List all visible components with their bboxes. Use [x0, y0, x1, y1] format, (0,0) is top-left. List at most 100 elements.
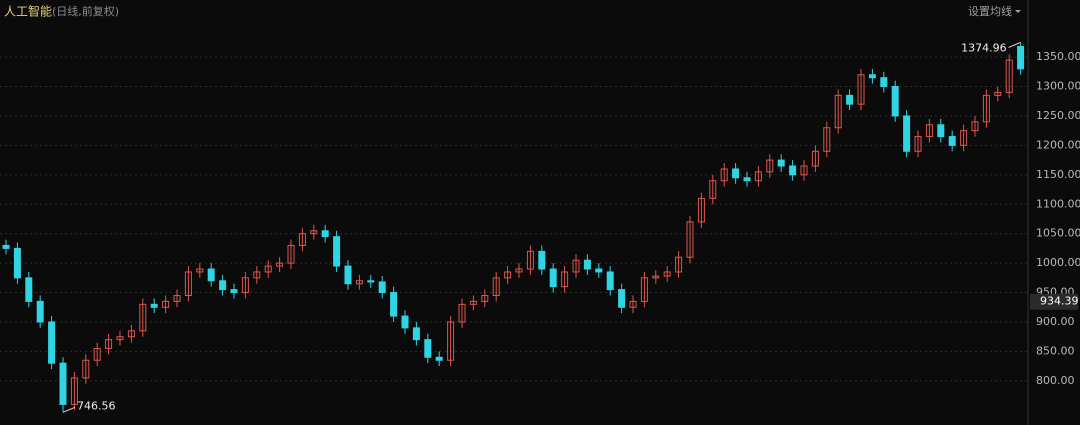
candle-body	[390, 292, 398, 317]
candle-body	[492, 277, 500, 296]
candle-body	[572, 259, 580, 273]
dropdown-icon[interactable]	[1015, 10, 1021, 13]
candle-body	[834, 94, 842, 129]
candle-body	[253, 271, 261, 279]
candle-body	[652, 275, 660, 279]
candle-body	[754, 171, 762, 182]
y-tick-label: 900.00	[1036, 315, 1075, 328]
chart-title: 人工智能	[4, 4, 52, 19]
candle-body	[276, 262, 284, 267]
y-tick-label: 1000.00	[1036, 256, 1080, 269]
candle-body	[355, 280, 363, 285]
candle-body	[960, 130, 968, 146]
candle-body	[344, 265, 352, 285]
candle-body	[48, 321, 56, 364]
max-annotation: 1374.96	[961, 41, 1007, 54]
y-tick-label: 1250.00	[1036, 109, 1080, 122]
candle-body	[504, 271, 512, 279]
candle-body	[606, 271, 614, 291]
candle-body	[25, 277, 33, 302]
candle-body	[1017, 46, 1025, 70]
candle-body	[823, 127, 831, 152]
candle-body	[173, 294, 181, 302]
candle-body	[367, 280, 375, 283]
candle-body	[811, 150, 819, 167]
candle-body	[720, 168, 728, 182]
candle-body	[800, 165, 808, 176]
candle-body	[675, 256, 683, 273]
candle-body	[880, 77, 888, 88]
y-tick-label: 1050.00	[1036, 227, 1080, 240]
price-marker-label: 934.39	[1040, 295, 1079, 308]
candle-body	[515, 268, 523, 273]
ma-settings-button[interactable]: 设置均线	[968, 4, 1012, 18]
candle-body	[287, 244, 295, 264]
candle-body	[732, 168, 740, 179]
candle-body	[435, 356, 443, 361]
min-annotation: 746.56	[77, 399, 116, 412]
candle-body	[868, 74, 876, 79]
candle-body	[743, 177, 751, 182]
y-tick-label: 1300.00	[1036, 80, 1080, 93]
candle-body	[925, 124, 933, 138]
candle-body	[139, 303, 147, 332]
candle-body	[937, 124, 945, 138]
candle-body	[777, 159, 785, 167]
candle-body	[401, 315, 409, 329]
candle-body	[561, 271, 569, 288]
candle-body	[846, 94, 854, 105]
candle-body	[127, 330, 135, 338]
y-tick-label: 1200.00	[1036, 138, 1080, 151]
candle-body	[36, 300, 44, 323]
candle-body	[184, 271, 192, 296]
candle-body	[766, 159, 774, 173]
candle-body	[481, 294, 489, 302]
candle-body	[971, 121, 979, 132]
chart-subtitle: (日线,前复权)	[52, 4, 119, 18]
candle-body	[207, 268, 215, 282]
candle-body	[424, 339, 432, 358]
y-tick-label: 1150.00	[1036, 168, 1080, 181]
candle-body	[447, 321, 455, 361]
candle-body	[59, 362, 67, 405]
candle-body	[914, 136, 922, 152]
candle-body	[526, 250, 534, 270]
candle-body	[219, 280, 227, 291]
candle-body	[241, 277, 249, 294]
candle-body	[982, 94, 990, 123]
candle-body	[150, 303, 158, 308]
candle-body	[629, 300, 637, 308]
candle-body	[618, 289, 626, 308]
candle-body	[264, 265, 272, 273]
candle-body	[82, 359, 90, 379]
candle-body	[538, 250, 546, 270]
candle-body	[321, 230, 329, 238]
candle-body	[333, 236, 341, 267]
candle-body	[378, 281, 386, 294]
candle-body	[1005, 59, 1013, 93]
candle-body	[549, 268, 557, 288]
candle-body	[116, 336, 124, 341]
candle-body	[903, 115, 911, 152]
candle-body	[412, 327, 420, 341]
candle-body	[230, 289, 238, 294]
candle-body	[70, 377, 78, 405]
candle-body	[458, 303, 466, 323]
candle-body	[697, 197, 705, 223]
candle-body	[686, 221, 694, 258]
candle-body	[469, 300, 477, 305]
y-tick-label: 1350.00	[1036, 50, 1080, 63]
candle-body	[789, 165, 797, 176]
candle-body	[857, 74, 865, 105]
annotation-arrow	[1008, 41, 1021, 48]
candle-body	[891, 86, 899, 117]
candle-body	[196, 268, 204, 273]
annotation-arrow	[62, 406, 76, 413]
candle-body	[709, 180, 717, 199]
candle-body	[105, 339, 113, 349]
y-tick-label: 850.00	[1036, 344, 1075, 357]
candle-body	[2, 244, 10, 249]
candle-body	[298, 233, 306, 246]
candle-body	[162, 300, 170, 308]
y-tick-label: 800.00	[1036, 374, 1075, 387]
